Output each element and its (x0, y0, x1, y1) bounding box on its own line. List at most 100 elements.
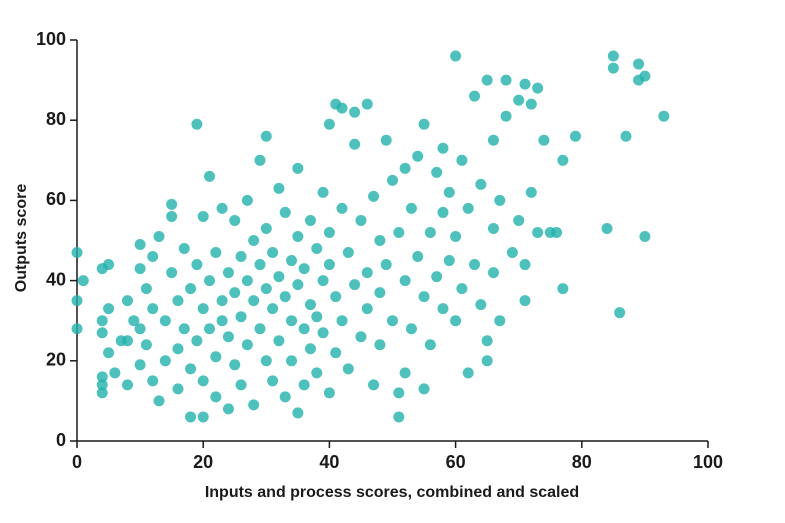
point (500, 74, 512, 86)
x-tick-label: 20 (193, 452, 213, 472)
point (267, 303, 279, 315)
point (361, 98, 373, 110)
point (311, 243, 323, 255)
point (481, 335, 493, 347)
point (185, 363, 197, 375)
y-tick-label: 100 (36, 29, 66, 49)
point (620, 130, 632, 142)
point (279, 206, 291, 218)
point (336, 102, 348, 114)
point (254, 259, 266, 271)
point (147, 251, 159, 263)
point (153, 395, 165, 407)
y-tick-label: 60 (46, 189, 66, 209)
point (279, 391, 291, 403)
point (147, 303, 159, 315)
point (279, 291, 291, 303)
point (462, 367, 474, 379)
point (317, 327, 329, 339)
point (134, 263, 146, 275)
point (607, 50, 619, 62)
point (311, 311, 323, 323)
x-axis-title: Inputs and process scores, combined and … (205, 484, 579, 501)
x-tick-label: 0 (72, 452, 82, 472)
point (336, 315, 348, 327)
point (172, 383, 184, 395)
point (197, 210, 209, 222)
point (311, 367, 323, 379)
point (292, 407, 304, 419)
point (71, 295, 83, 307)
point (191, 118, 203, 130)
point (399, 162, 411, 174)
point (260, 130, 272, 142)
point (525, 98, 537, 110)
point (204, 323, 216, 335)
point (267, 247, 279, 259)
point (273, 335, 285, 347)
point (292, 279, 304, 291)
point (235, 379, 247, 391)
point (494, 315, 506, 327)
point (77, 275, 89, 287)
point (342, 363, 354, 375)
point (355, 214, 367, 226)
point (519, 78, 531, 90)
point (241, 275, 253, 287)
point (96, 327, 108, 339)
point (513, 94, 525, 106)
point (222, 267, 234, 279)
point (159, 315, 171, 327)
point (569, 130, 581, 142)
point (317, 275, 329, 287)
point (109, 367, 121, 379)
point (323, 118, 335, 130)
point (121, 335, 133, 347)
point (298, 379, 310, 391)
point (166, 267, 178, 279)
point (210, 351, 222, 363)
point (222, 331, 234, 343)
point (368, 190, 380, 202)
point (462, 202, 474, 214)
point (393, 411, 405, 423)
point (380, 259, 392, 271)
point (267, 375, 279, 387)
point (418, 383, 430, 395)
point (286, 255, 298, 267)
x-tick-label: 80 (572, 452, 592, 472)
point (96, 379, 108, 391)
point (248, 399, 260, 411)
point (614, 307, 626, 319)
point (134, 323, 146, 335)
point (121, 379, 133, 391)
point (380, 134, 392, 146)
point (456, 154, 468, 166)
point (96, 371, 108, 383)
point (361, 267, 373, 279)
point (349, 138, 361, 150)
point (374, 339, 386, 351)
point (412, 251, 424, 263)
point (532, 82, 544, 94)
point (405, 202, 417, 214)
point (475, 299, 487, 311)
point (260, 355, 272, 367)
point (330, 347, 342, 359)
point (437, 142, 449, 154)
point (304, 343, 316, 355)
y-tick-label: 80 (46, 109, 66, 129)
point (204, 170, 216, 182)
point (519, 259, 531, 271)
point (229, 287, 241, 299)
point (286, 315, 298, 327)
point (166, 210, 178, 222)
point (506, 247, 518, 259)
point (147, 375, 159, 387)
point (519, 295, 531, 307)
point (178, 323, 190, 335)
point (431, 166, 443, 178)
point (197, 375, 209, 387)
point (292, 162, 304, 174)
